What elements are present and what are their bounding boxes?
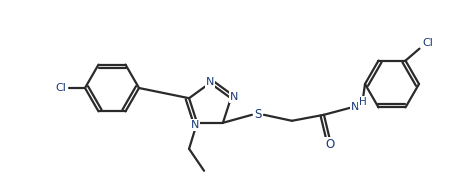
Text: Cl: Cl (422, 38, 433, 48)
Text: N: N (191, 120, 199, 130)
Text: N: N (206, 77, 214, 87)
Text: O: O (325, 138, 335, 151)
Text: N: N (351, 102, 359, 112)
Text: H: H (359, 97, 367, 107)
Text: Cl: Cl (55, 83, 66, 93)
Text: S: S (254, 108, 262, 121)
Text: N: N (230, 92, 238, 102)
